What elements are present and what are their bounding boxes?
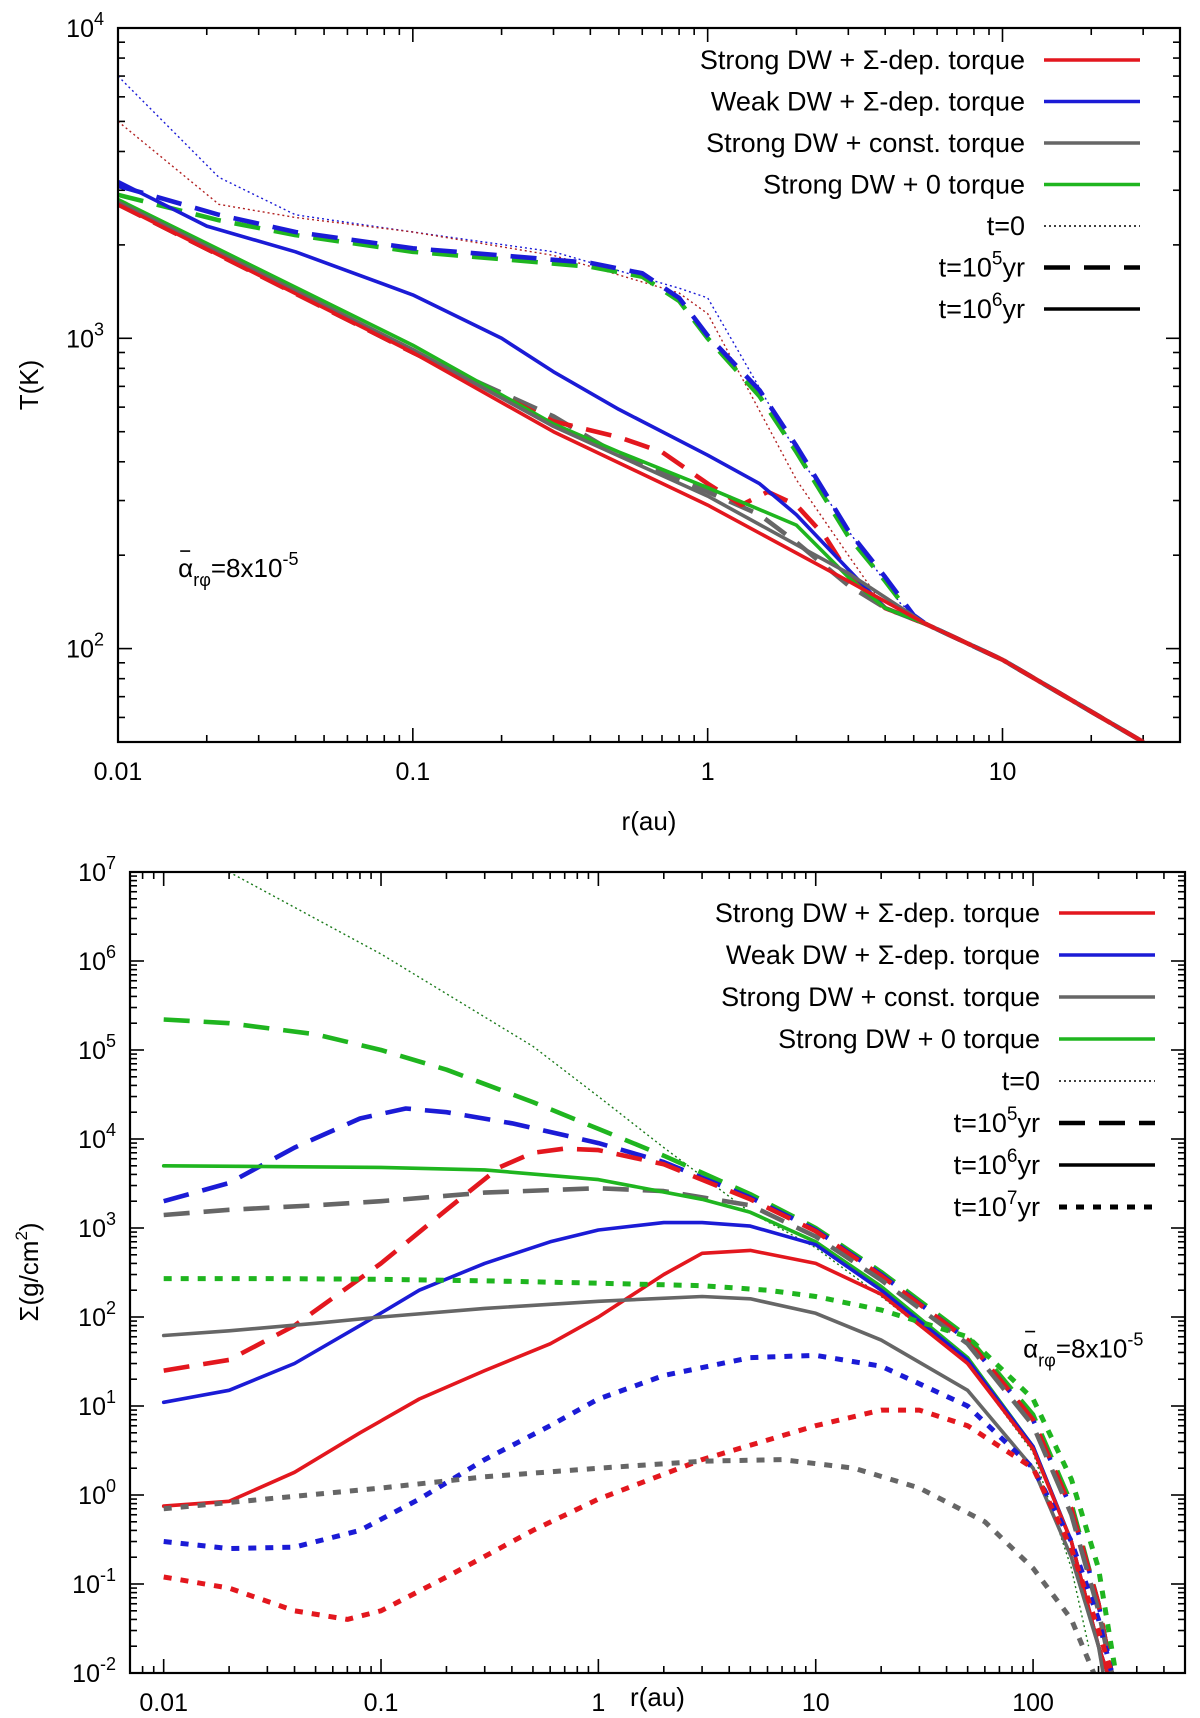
- y-tick-label: 104: [66, 9, 104, 43]
- y-tick-label: 102: [66, 630, 104, 664]
- series-line: [161, 1294, 1105, 1673]
- series-line: [118, 202, 1145, 742]
- panel-2: 0.01 0.1 1 10 10010-210-11001011021031041051…: [12, 853, 1187, 1717]
- y-axis-label: Σ(g/cm2): [12, 1222, 44, 1321]
- y-axis-ticks: 10-2 10-1 100 101 102 103 104 105 106 107: [72, 853, 1185, 1688]
- y-axis-label: T(K): [14, 360, 44, 411]
- x-tick-label: 10: [989, 758, 1017, 786]
- x-axis-ticks: 0.01 0.1 1 10: [94, 28, 1181, 786]
- legend-label: Strong DW + 0 torque: [778, 1024, 1040, 1054]
- x-tick-label: 100: [1012, 1689, 1054, 1713]
- x-tick-label: 1: [591, 1689, 605, 1713]
- y-tick-label: 103: [66, 319, 104, 353]
- legend: Strong DW + Σ-dep. torque Weak DW + Σ-dep…: [715, 898, 1155, 1222]
- series-line: [161, 1164, 1110, 1673]
- legend-label: Strong DW + const. torque: [706, 128, 1025, 158]
- legend-label: Strong DW + Σ-dep. torque: [700, 45, 1025, 75]
- legend-label: t=105yr: [939, 249, 1025, 283]
- series-line: [118, 202, 1145, 742]
- series-line: [118, 202, 1145, 742]
- x-tick-label: 0.1: [364, 1689, 399, 1713]
- plot-frame: [116, 26, 1182, 744]
- series-line: [163, 1457, 1097, 1673]
- series-line: [163, 1106, 1114, 1673]
- series-group: [161, 872, 1119, 1673]
- y-tick-label: 106: [78, 942, 116, 976]
- legend-label: t=106yr: [954, 1146, 1040, 1180]
- y-tick-label: 100: [78, 1476, 116, 1510]
- y-tick-label: 105: [78, 1031, 116, 1065]
- legend-label: Strong DW + 0 torque: [763, 170, 1025, 200]
- legend: Strong DW + Σ-dep. torque Weak DW + Σ-dep…: [700, 45, 1140, 324]
- series-line: [161, 1248, 1110, 1673]
- legend-label: t=0: [1002, 1066, 1040, 1096]
- x-tick-label: 0.01: [139, 1689, 188, 1713]
- x-axis-label: r(au): [622, 806, 677, 836]
- legend-label: t=107yr: [954, 1188, 1040, 1222]
- y-tick-label: 103: [78, 1209, 116, 1243]
- legend-label: t=0: [987, 211, 1025, 241]
- y-axis-ticks: 102 103 104: [66, 9, 1180, 743]
- alpha-annotation: αrφ=8x10-5: [178, 549, 298, 590]
- x-tick-label: 10: [802, 1689, 830, 1713]
- series-line: [118, 120, 1144, 742]
- x-tick-label: 0.1: [395, 758, 430, 786]
- legend-label: Strong DW + const. torque: [721, 982, 1040, 1012]
- legend-label: t=105yr: [954, 1104, 1040, 1138]
- legend-label: t=106yr: [939, 290, 1025, 324]
- series-group: [118, 75, 1145, 742]
- legend-label: Weak DW + Σ-dep. torque: [711, 87, 1025, 117]
- y-tick-label: 10-2: [72, 1654, 116, 1688]
- series-line: [163, 1146, 1114, 1673]
- series-line: [163, 1017, 1114, 1673]
- alpha-annotation: αrφ=8x10-5: [1023, 1330, 1143, 1371]
- series-line: [228, 872, 1090, 1647]
- series-line: [161, 1220, 1110, 1673]
- legend-label: Strong DW + Σ-dep. torque: [715, 898, 1040, 928]
- legend-label: Weak DW + Σ-dep. torque: [726, 940, 1040, 970]
- series-line: [163, 1276, 1119, 1673]
- series-line: [163, 1185, 1114, 1673]
- y-tick-label: 104: [78, 1120, 116, 1154]
- y-tick-label: 10-1: [72, 1565, 116, 1599]
- y-tick-label: 102: [78, 1298, 116, 1332]
- x-tick-label: 0.01: [94, 758, 143, 786]
- y-tick-label: 107: [78, 853, 116, 887]
- x-tick-label: 1: [701, 758, 715, 786]
- series-line: [163, 1407, 1115, 1673]
- panel-1: 0.01 0.1 1 10 102 103 104 r(au) T(K) Strong DW + …: [14, 9, 1182, 836]
- y-tick-label: 101: [78, 1387, 116, 1421]
- plot-frame: [128, 870, 1187, 1675]
- x-axis-label: r(au): [630, 1682, 685, 1712]
